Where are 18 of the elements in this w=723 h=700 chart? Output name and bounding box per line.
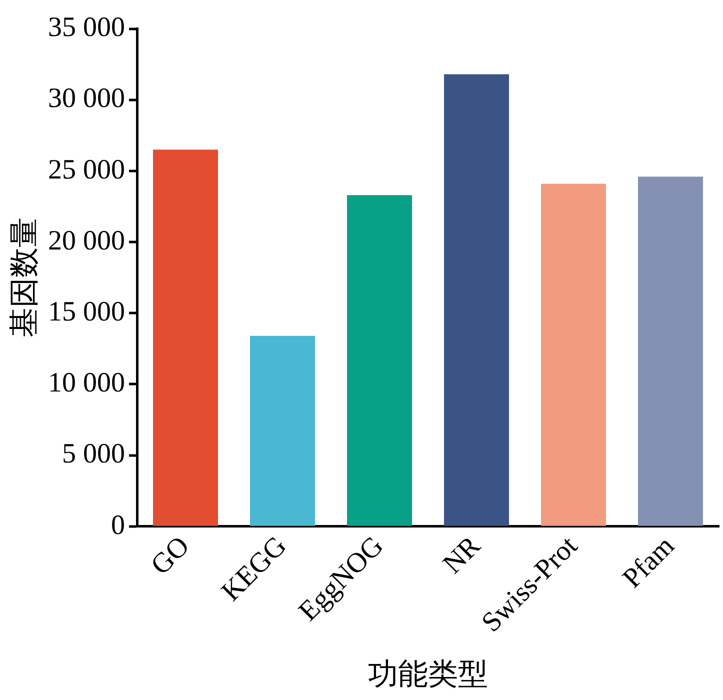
y-axis-title: 基因数量 <box>8 218 41 338</box>
y-tick-label: 0 <box>111 510 125 541</box>
bar <box>638 176 703 526</box>
bar <box>250 336 315 526</box>
y-tick-label: 35 000 <box>48 12 125 44</box>
y-tick-label: 30 000 <box>48 83 125 114</box>
bar <box>347 195 412 526</box>
y-tick-label: 25 000 <box>48 154 125 186</box>
bar <box>153 150 218 526</box>
y-tick-label: 15 000 <box>48 296 125 328</box>
x-tick-label: NR <box>437 530 487 580</box>
x-axis-title: 功能类型 <box>368 658 488 691</box>
y-tick-label: 5 000 <box>62 438 125 470</box>
bar <box>541 184 606 526</box>
x-tick-label: GO <box>145 530 196 582</box>
y-tick-label: 20 000 <box>48 225 125 256</box>
bar <box>444 74 509 526</box>
y-tick-label: 10 000 <box>48 368 125 399</box>
